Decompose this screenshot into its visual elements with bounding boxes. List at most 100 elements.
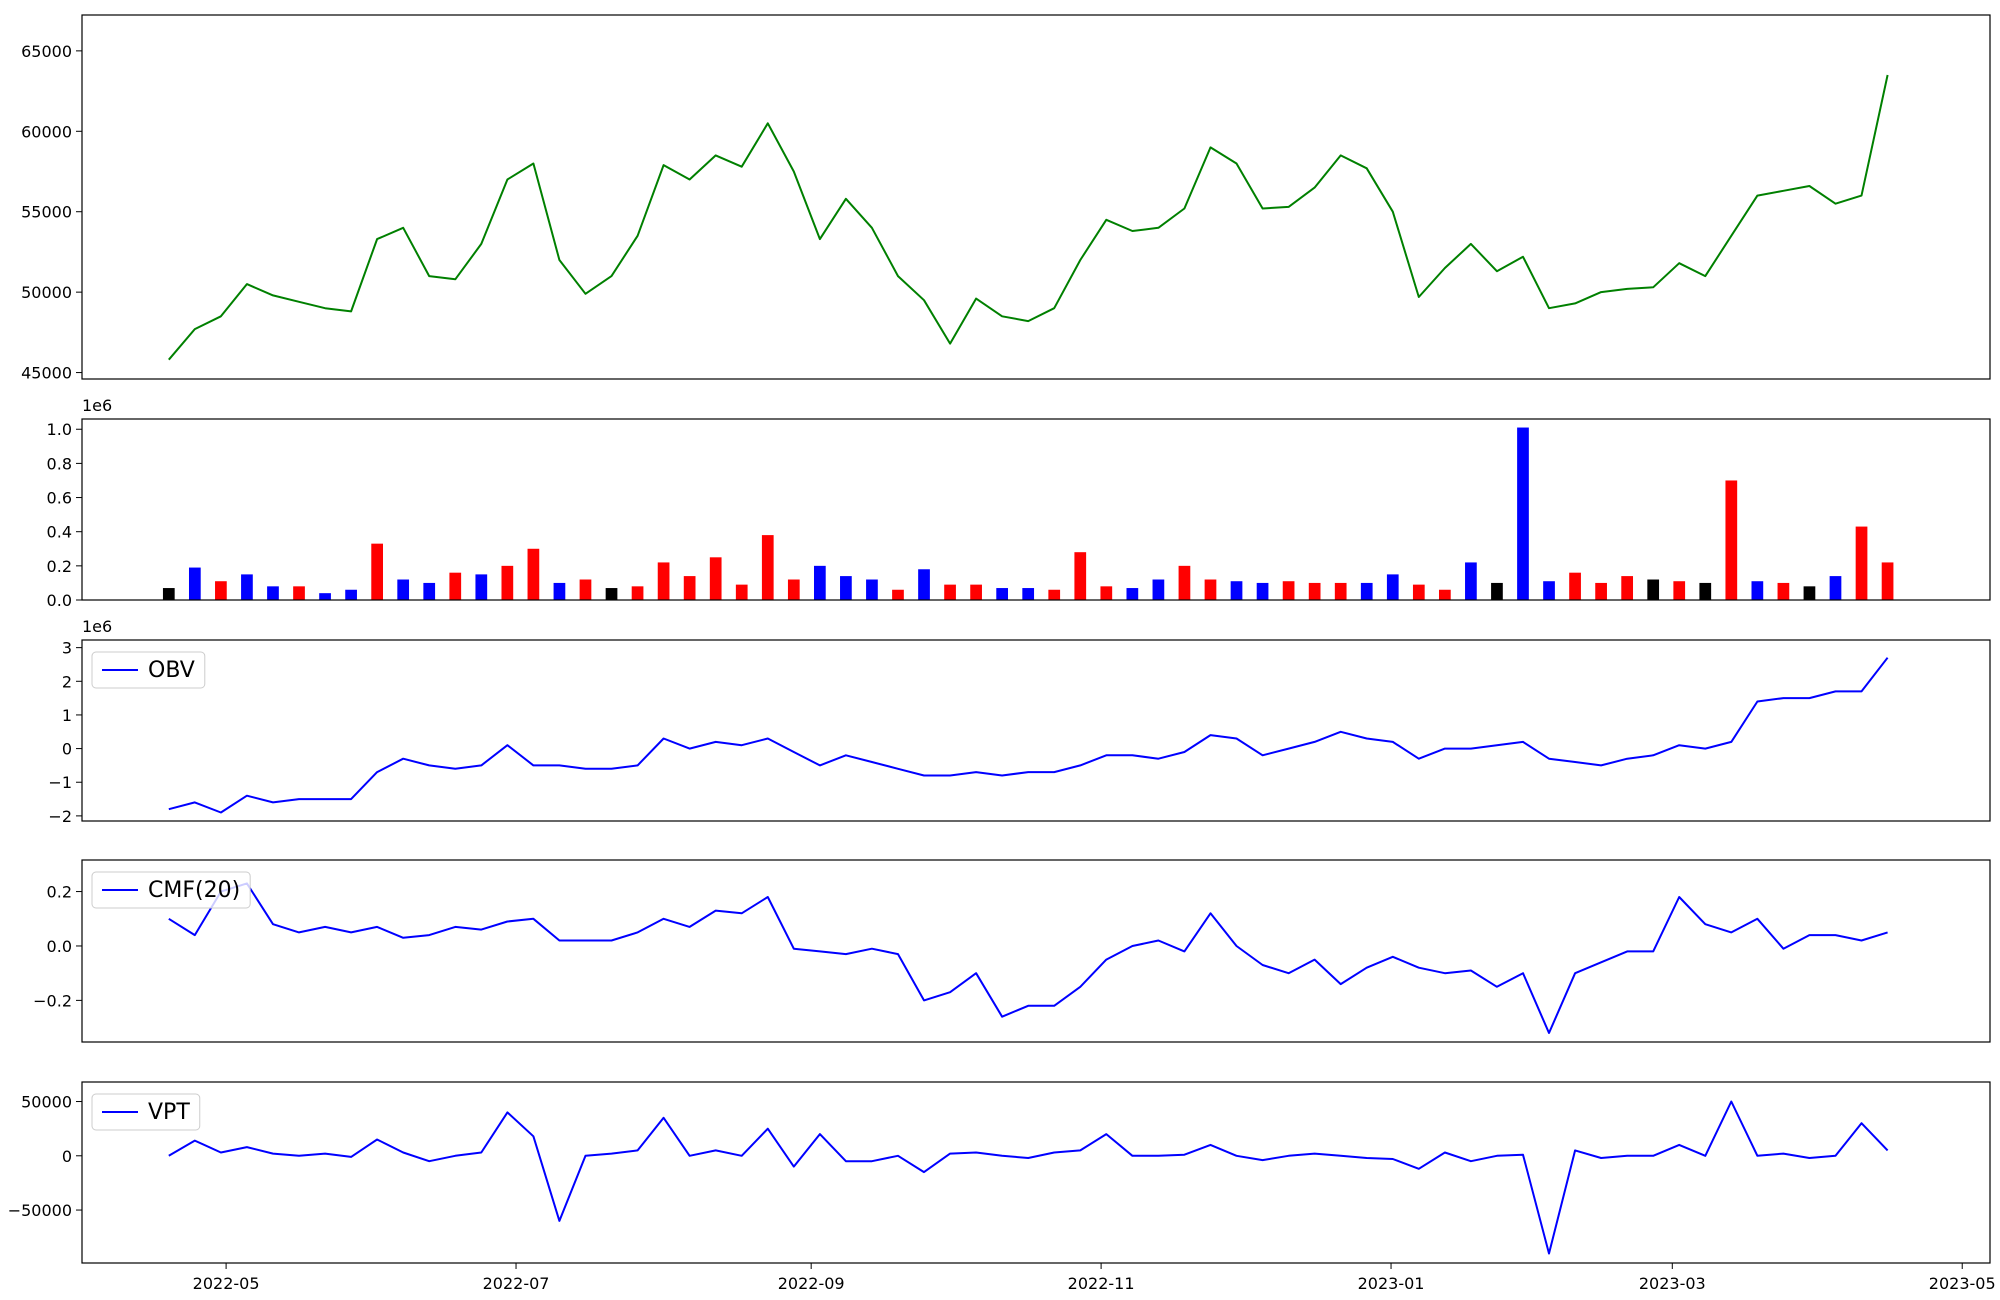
x-tick-label: 2022-11 <box>1068 1274 1135 1293</box>
y-tick-label: 0.8 <box>47 454 72 473</box>
bar <box>215 581 227 600</box>
bar <box>1777 582 1790 600</box>
bar <box>1386 574 1399 600</box>
bar <box>1699 582 1712 600</box>
panel: −2 −1 0 1 2 3 1e6 OBV <box>48 617 1991 826</box>
bar <box>1100 586 1113 600</box>
bar <box>1647 579 1660 600</box>
bar <box>1829 576 1842 600</box>
line <box>168 74 1889 361</box>
bar <box>553 582 566 600</box>
bar <box>1803 586 1816 600</box>
y-tick-label: 2 <box>62 672 72 691</box>
bar <box>1412 584 1425 600</box>
offset-label: 1e6 <box>82 617 112 636</box>
y-tick-label: 50000 <box>21 1093 72 1112</box>
y-tick-label: 60000 <box>21 122 72 141</box>
y-tick-label: 0.2 <box>47 883 72 902</box>
bar <box>1725 480 1738 600</box>
bar <box>1204 579 1217 600</box>
bar <box>1569 572 1581 600</box>
bar <box>970 584 982 600</box>
bar <box>787 579 800 600</box>
bar <box>1230 581 1243 600</box>
axes-frame <box>81 859 1991 1043</box>
bar <box>1282 581 1295 600</box>
offset-label: 1e6 <box>82 396 112 415</box>
y-tick-label: 1 <box>62 706 72 725</box>
bar <box>423 582 436 600</box>
legend-box <box>91 651 206 689</box>
x-tick-label: 2022-07 <box>483 1274 550 1293</box>
bar <box>1152 579 1165 600</box>
bar <box>397 579 410 600</box>
y-tick-label: −2 <box>48 807 72 826</box>
bar <box>1074 552 1087 600</box>
axes-frame <box>81 639 1991 822</box>
y-tick-label: −0.2 <box>33 991 72 1010</box>
bar <box>1334 582 1347 600</box>
bar <box>1126 588 1139 600</box>
bar <box>527 548 540 600</box>
bar <box>449 572 462 600</box>
bar <box>1673 581 1686 600</box>
y-tick-label: 0.2 <box>47 557 72 576</box>
bar <box>1048 589 1061 600</box>
line <box>168 1100 1889 1255</box>
bar <box>1465 562 1477 600</box>
legend-box <box>91 1093 201 1131</box>
bar <box>475 574 488 600</box>
bar <box>866 579 878 600</box>
bar <box>188 567 201 600</box>
legend-label: CMF(20) <box>148 878 240 903</box>
panel: 45000 50000 55000 60000 65000 <box>21 14 1991 383</box>
legend: VPT <box>91 1093 201 1131</box>
y-tick-label: 50000 <box>21 283 72 302</box>
y-tick-label: 0 <box>62 1147 72 1166</box>
legend: OBV <box>91 651 206 689</box>
bar <box>944 584 956 600</box>
bar <box>1595 582 1607 600</box>
bar <box>1491 582 1503 600</box>
line <box>168 882 1888 1034</box>
y-tick-label: 65000 <box>21 42 72 61</box>
y-tick-label: 0.0 <box>47 937 72 956</box>
bar <box>605 588 618 600</box>
bar <box>1517 427 1529 600</box>
bar <box>1178 565 1191 600</box>
bar <box>735 584 748 600</box>
y-tick-label: 0.6 <box>47 489 72 508</box>
y-tick-label: 0.4 <box>47 523 72 542</box>
bar <box>241 574 253 600</box>
line <box>168 657 1889 814</box>
bar <box>1360 582 1373 600</box>
bar <box>1543 581 1555 600</box>
panel: −0.2 0.0 0.2 CMF(20) <box>33 859 1991 1043</box>
bar <box>1621 576 1634 600</box>
bar <box>345 589 357 600</box>
bar <box>1022 588 1035 600</box>
bar <box>1438 589 1451 600</box>
panel: −50000 0 50000 VPT 2022-05 2022-07 2022-09 2022… <box>8 1081 1996 1293</box>
x-tick-label: 2023-05 <box>1929 1274 1996 1293</box>
axes-frame <box>81 1081 1991 1264</box>
panel: 0.0 0.2 0.4 0.6 0.8 1.0 1e6 <box>47 396 1991 610</box>
y-tick-label: 45000 <box>21 364 72 383</box>
y-tick-label: 3 <box>62 639 72 658</box>
bar <box>162 588 175 600</box>
bar <box>293 586 305 600</box>
bar <box>657 562 670 600</box>
bar <box>579 579 592 600</box>
y-tick-label: 55000 <box>21 203 72 222</box>
legend-box <box>91 871 251 909</box>
legend: CMF(20) <box>91 871 251 909</box>
y-tick-label: −1 <box>48 773 72 792</box>
y-tick-label: 0.0 <box>47 591 72 610</box>
bar <box>1855 526 1868 600</box>
bar <box>631 586 644 600</box>
bar <box>709 557 722 600</box>
y-tick-label: −50000 <box>8 1201 72 1220</box>
x-tick-label: 2023-01 <box>1358 1274 1425 1293</box>
x-tick-label: 2022-05 <box>193 1274 260 1293</box>
